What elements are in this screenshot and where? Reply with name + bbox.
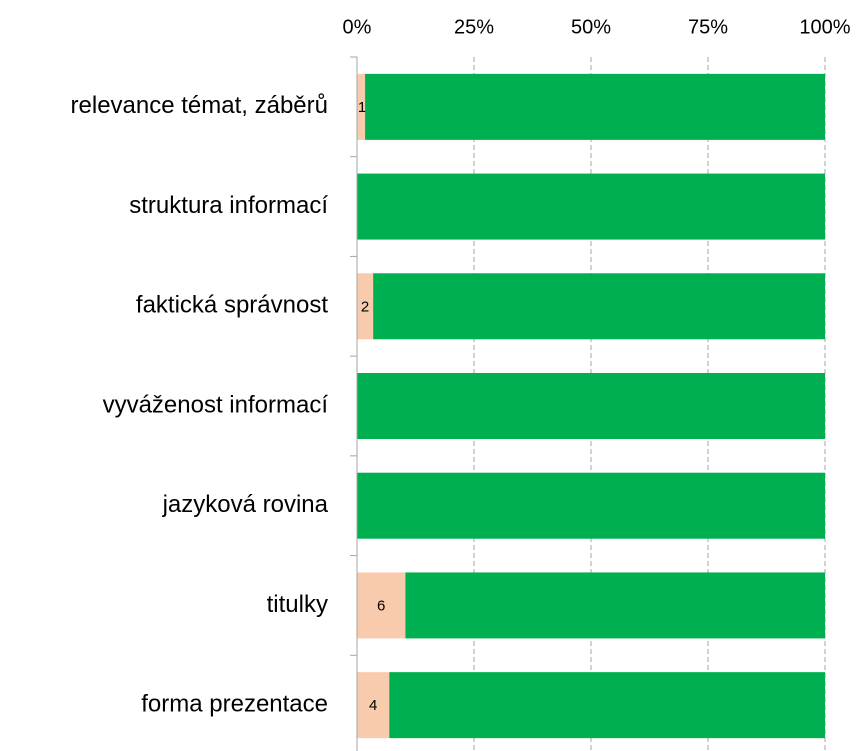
x-tick-label: 50% [571,16,611,38]
y-tick-label: forma prezentace [141,690,328,717]
bar-segment [357,273,374,340]
bar-segment [357,672,390,739]
data-label: 6 [377,597,385,614]
bar-segment [405,572,825,639]
bar-segment [389,672,825,739]
bar-segment [357,173,825,240]
bar-segment [373,273,825,340]
data-label: 2 [361,298,369,315]
y-tick-label: titulky [267,591,328,618]
x-tick-label: 0% [343,16,372,38]
y-tick-label: struktura informací [129,192,328,219]
bar-segment [357,73,366,140]
x-tick-label: 100% [799,16,850,38]
data-label: 4 [369,697,377,714]
x-tick-label: 25% [454,16,494,38]
bar-segment [365,73,825,140]
bar-segment [357,472,825,539]
bar-segment [357,373,825,439]
y-tick-label: vyváženost informací [103,391,329,418]
data-label: 1 [358,99,366,116]
y-tick-label: jazyková rovina [162,491,329,518]
y-tick-label: relevance témat, záběrů [71,92,328,119]
y-tick-label: faktická správnost [136,292,328,319]
x-tick-label: 75% [688,16,728,38]
bar-segment [357,572,406,639]
